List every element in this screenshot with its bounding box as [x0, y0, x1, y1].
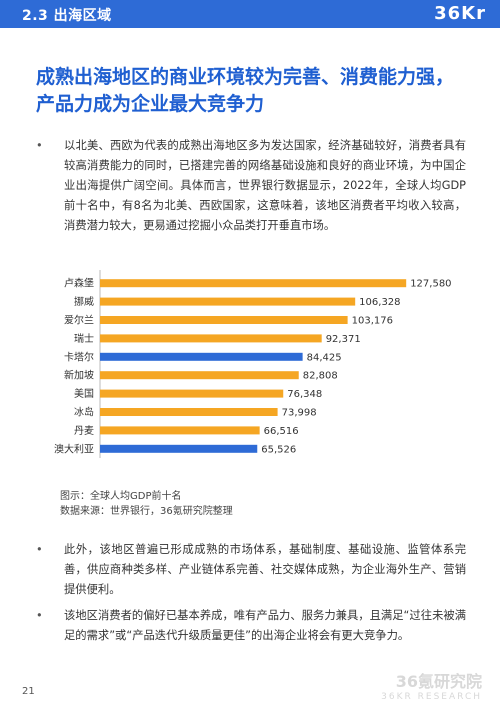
bar: [100, 371, 299, 380]
bar: [100, 444, 258, 453]
footer-brand-cn: 36氪研究院: [395, 672, 482, 691]
chart-source: 数据来源：世界银行，36氪研究院整理: [60, 506, 233, 517]
bullet-text-2: 此外，该地区普遍已形成成熟的市场体系，基础制度、基础设施、监管体系完善，供应商种…: [64, 543, 466, 596]
bullet-marker: •: [36, 543, 43, 556]
bar: [100, 426, 260, 435]
section-title: 2.3 出海区域: [22, 8, 112, 24]
bullet-text-3: 该地区消费者的偏好已基本养成，唯有产品力、服务力兼具，且满足“过往未被满足的需求…: [64, 609, 466, 642]
category-label: 卢森堡: [64, 277, 94, 290]
page-number: 21: [22, 686, 35, 697]
category-label: 丹麦: [74, 425, 94, 437]
data-label: 82,808: [303, 371, 338, 382]
category-label: 新加坡: [64, 369, 94, 382]
data-label: 84,425: [307, 352, 342, 363]
bar: [100, 297, 356, 306]
bullet-marker: •: [36, 139, 43, 152]
data-label: 103,176: [352, 316, 393, 327]
bullet-paragraph-2: • 此外，该地区普遍已形成成熟的市场体系，基础制度、基础设施、监管体系完善，供应…: [36, 540, 466, 600]
data-label: 65,526: [261, 444, 296, 455]
category-label: 瑞士: [74, 332, 94, 345]
bar: [100, 334, 322, 343]
chart-caption: 图示：全球人均GDP前十名: [60, 491, 182, 502]
bullet-paragraph-1: • 以北美、西欧为代表的成熟出海地区多为发达国家，经济基础较好，消费者具有较高消…: [36, 136, 466, 236]
data-label: 76,348: [287, 389, 322, 400]
data-label: 73,998: [282, 408, 317, 419]
bullet-marker: •: [36, 609, 43, 622]
footer-watermark: 36氪研究院 36KR RESEARCH: [381, 668, 482, 702]
bar: [100, 352, 303, 361]
header-bar: 2.3 出海区域 36Kr: [0, 0, 500, 28]
bar: [100, 279, 407, 288]
bar: [100, 316, 348, 324]
bullet-text-1: 以北美、西欧为代表的成熟出海地区多为发达国家，经济基础较好，消费者具有较高消费能…: [64, 139, 466, 232]
data-label: 92,371: [326, 334, 361, 345]
bar: [100, 408, 278, 416]
bar: [100, 389, 284, 398]
page-headline: 成熟出海地区的商业环境较为完善、消费能力强，产品力成为企业最大竞争力: [36, 66, 455, 115]
category-label: 美国: [74, 387, 94, 400]
category-label: 澳大利亚: [54, 442, 94, 455]
gdp-bar-chart: 卢森堡 127,580 挪威 106,328 爱尔兰 103,176 瑞士 92,371 卡塔尔…: [54, 270, 452, 458]
category-label: 冰岛: [74, 406, 94, 419]
data-label: 66,516: [264, 426, 299, 437]
category-label: 挪威: [74, 295, 94, 308]
footer-brand-en: 36KR RESEARCH: [381, 692, 482, 702]
category-label: 爱尔兰: [64, 314, 94, 327]
category-label: 卡塔尔: [64, 350, 94, 363]
brand-logo: 36Kr: [434, 3, 486, 24]
bullet-paragraph-3: • 该地区消费者的偏好已基本养成，唯有产品力、服务力兼具，且满足“过往未被满足的…: [36, 606, 466, 646]
data-label: 106,328: [359, 297, 400, 308]
data-label: 127,580: [410, 279, 451, 290]
